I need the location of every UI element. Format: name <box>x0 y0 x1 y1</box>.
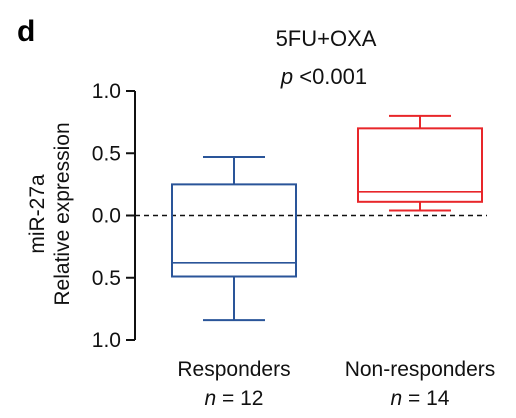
sample-size-symbol: n <box>391 387 403 410</box>
sample-size-value: = 12 <box>216 387 263 410</box>
y-tick-label: 0.5 <box>92 267 121 290</box>
y-tick-label: 1.0 <box>92 80 121 103</box>
p-value-text: <0.001 <box>293 64 367 89</box>
p-value: p <0.001 <box>280 64 367 89</box>
panel-label: d <box>17 15 35 48</box>
box-group <box>357 114 483 212</box>
box-groups <box>171 114 483 322</box>
y-tick-label: 1.0 <box>92 329 121 352</box>
sample-size-value: = 14 <box>402 387 450 410</box>
sample-size-label: n = 14 <box>391 387 450 410</box>
x-category-label: Non-responders <box>345 358 496 381</box>
box-iqr <box>357 127 483 203</box>
y-axis-title: miR-27a Relative expression <box>26 122 74 305</box>
box-group <box>171 155 297 322</box>
x-axis-labels: Responders n = 12 Non-responders n = 14 <box>177 358 495 410</box>
sample-size-label: n = 12 <box>205 387 264 410</box>
y-tick-label: 0.0 <box>92 205 121 228</box>
y-axis-title-line1: miR-27a <box>26 174 49 254</box>
y-tick-label: 0.5 <box>92 142 121 165</box>
box-iqr <box>171 183 297 278</box>
y-axis-title-line2: Relative expression <box>51 122 74 305</box>
sample-size-symbol: n <box>205 387 217 410</box>
chart-title: 5FU+OXA <box>276 26 377 51</box>
p-value-symbol: p <box>280 64 293 89</box>
x-category-label: Responders <box>177 358 290 381</box>
y-axis-ticks: 1.0 0.5 0.0 0.5 1.0 <box>92 80 135 352</box>
